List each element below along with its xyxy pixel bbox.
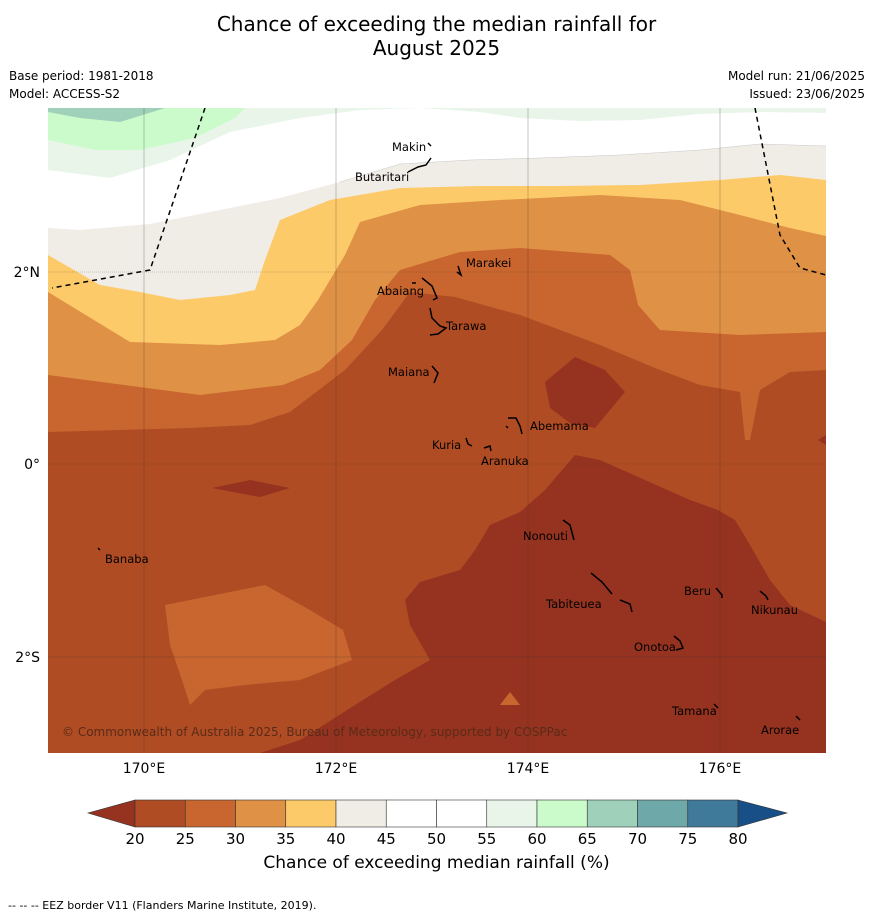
x-tick-label: 174°E — [507, 761, 550, 777]
y-axis-labels: 2°N 0° 2°S — [14, 265, 41, 666]
colorbar-over-arrow — [737, 799, 789, 828]
meta-right: Model run: 21/06/2025 Issued: 23/06/2025 — [728, 67, 865, 103]
colorbar-tick-label: 20 — [125, 830, 144, 848]
x-tick-label: 176°E — [699, 761, 742, 777]
band-25-30-speck — [500, 692, 520, 705]
place-label: Aranuka — [481, 454, 529, 468]
gridlines — [48, 108, 826, 753]
colorbar-tick-label: 45 — [377, 830, 396, 848]
colorbar-tick-label: 80 — [728, 830, 747, 848]
band-25-30-south — [165, 585, 352, 705]
base-period: Base period: 1981-2018 — [9, 69, 154, 83]
title-line-1: Chance of exceeding the median rainfall … — [216, 12, 657, 36]
colorbar-cell — [486, 799, 538, 828]
place-label: Tamana — [671, 704, 717, 718]
colorbar-cell — [335, 799, 387, 828]
colorbar-tick-label: 40 — [326, 830, 345, 848]
colorbar-cell — [586, 799, 638, 828]
colorbar-cell — [637, 799, 689, 828]
place-label: Kuria — [432, 438, 461, 452]
colorbar-tick-label: 50 — [427, 830, 446, 848]
y-tick-label: 2°N — [14, 265, 40, 281]
islands — [97, 142, 801, 721]
colorbar: 20 25 30 35 40 45 50 55 60 65 70 75 80 — [86, 799, 789, 848]
colorbar-tick-label: 65 — [578, 830, 597, 848]
place-label: Nonouti — [523, 529, 568, 543]
model-run: Model run: 21/06/2025 — [727, 69, 865, 83]
colorbar-tick-label: 75 — [678, 830, 697, 848]
eez-border — [51, 108, 826, 289]
map-area: Makin Butaritari Marakei Abaiang Tarawa … — [48, 108, 826, 753]
place-label: Marakei — [466, 256, 511, 270]
place-label: Arorae — [761, 723, 799, 737]
copyright-notice: © Commonwealth of Australia 2025, Bureau… — [62, 725, 567, 739]
x-tick-label: 170°E — [123, 761, 166, 777]
place-label: Beru — [684, 584, 711, 598]
place-label: Tabiteuea — [545, 597, 602, 611]
place-labels: Makin Butaritari Marakei Abaiang Tarawa … — [105, 140, 799, 737]
y-tick-label: 0° — [24, 457, 40, 473]
colorbar-cell — [184, 799, 236, 828]
colorbar-cell — [687, 799, 739, 828]
colorbar-cells — [134, 799, 739, 828]
title-line-2: August 2025 — [372, 36, 501, 60]
y-tick-label: 2°S — [15, 650, 40, 666]
place-label: Abaiang — [377, 284, 424, 298]
place-label: Abemama — [530, 419, 589, 433]
colorbar-cell — [536, 799, 588, 828]
colorbar-tick-label: 70 — [628, 830, 647, 848]
x-axis-labels: 170°E 172°E 174°E 176°E — [123, 761, 742, 777]
colorbar-tick-label: 55 — [477, 830, 496, 848]
colorbar-tick-label: 60 — [527, 830, 546, 848]
band-55-60 — [48, 108, 826, 178]
colorbar-tick-labels: 20 25 30 35 40 45 50 55 60 65 70 75 80 — [125, 830, 747, 848]
colorbar-cell — [235, 799, 287, 828]
place-label: Maiana — [388, 365, 430, 379]
band-below-20-sliver — [212, 480, 290, 497]
band-below-20-edge — [818, 435, 826, 445]
x-tick-label: 172°E — [315, 761, 358, 777]
place-label: Onotoa — [634, 640, 676, 654]
place-label: Banaba — [105, 552, 149, 566]
eez-footnote: -- -- -- EEZ border V11 (Flanders Marine… — [8, 899, 317, 912]
place-label: Butaritari — [355, 170, 409, 184]
colorbar-label: Chance of exceeding median rainfall (%) — [263, 853, 610, 873]
colorbar-cell — [134, 799, 186, 828]
colorbar-tick-label: 30 — [226, 830, 245, 848]
colorbar-tick-label: 25 — [176, 830, 195, 848]
band-below-20 — [260, 455, 826, 753]
colorbar-cell — [436, 799, 488, 828]
chart-title: Chance of exceeding the median rainfall … — [0, 12, 873, 60]
colorbar-cell — [385, 799, 437, 828]
colorbar-tick-label: 35 — [276, 830, 295, 848]
band-65-70 — [48, 108, 165, 122]
meta-left: Base period: 1981-2018 Model: ACCESS-S2 — [9, 67, 154, 103]
place-label: Nikunau — [751, 603, 798, 617]
band-55-60-right — [339, 143, 826, 183]
place-label: Tarawa — [445, 319, 486, 333]
colorbar-under-arrow — [86, 799, 136, 828]
issued-date: Issued: 23/06/2025 — [749, 87, 865, 101]
place-label: Makin — [392, 140, 426, 154]
model-name: Model: ACCESS-S2 — [9, 87, 121, 101]
band-below-20-patch — [545, 357, 625, 428]
colorbar-cell — [285, 799, 337, 828]
band-45-55 — [48, 108, 826, 230]
